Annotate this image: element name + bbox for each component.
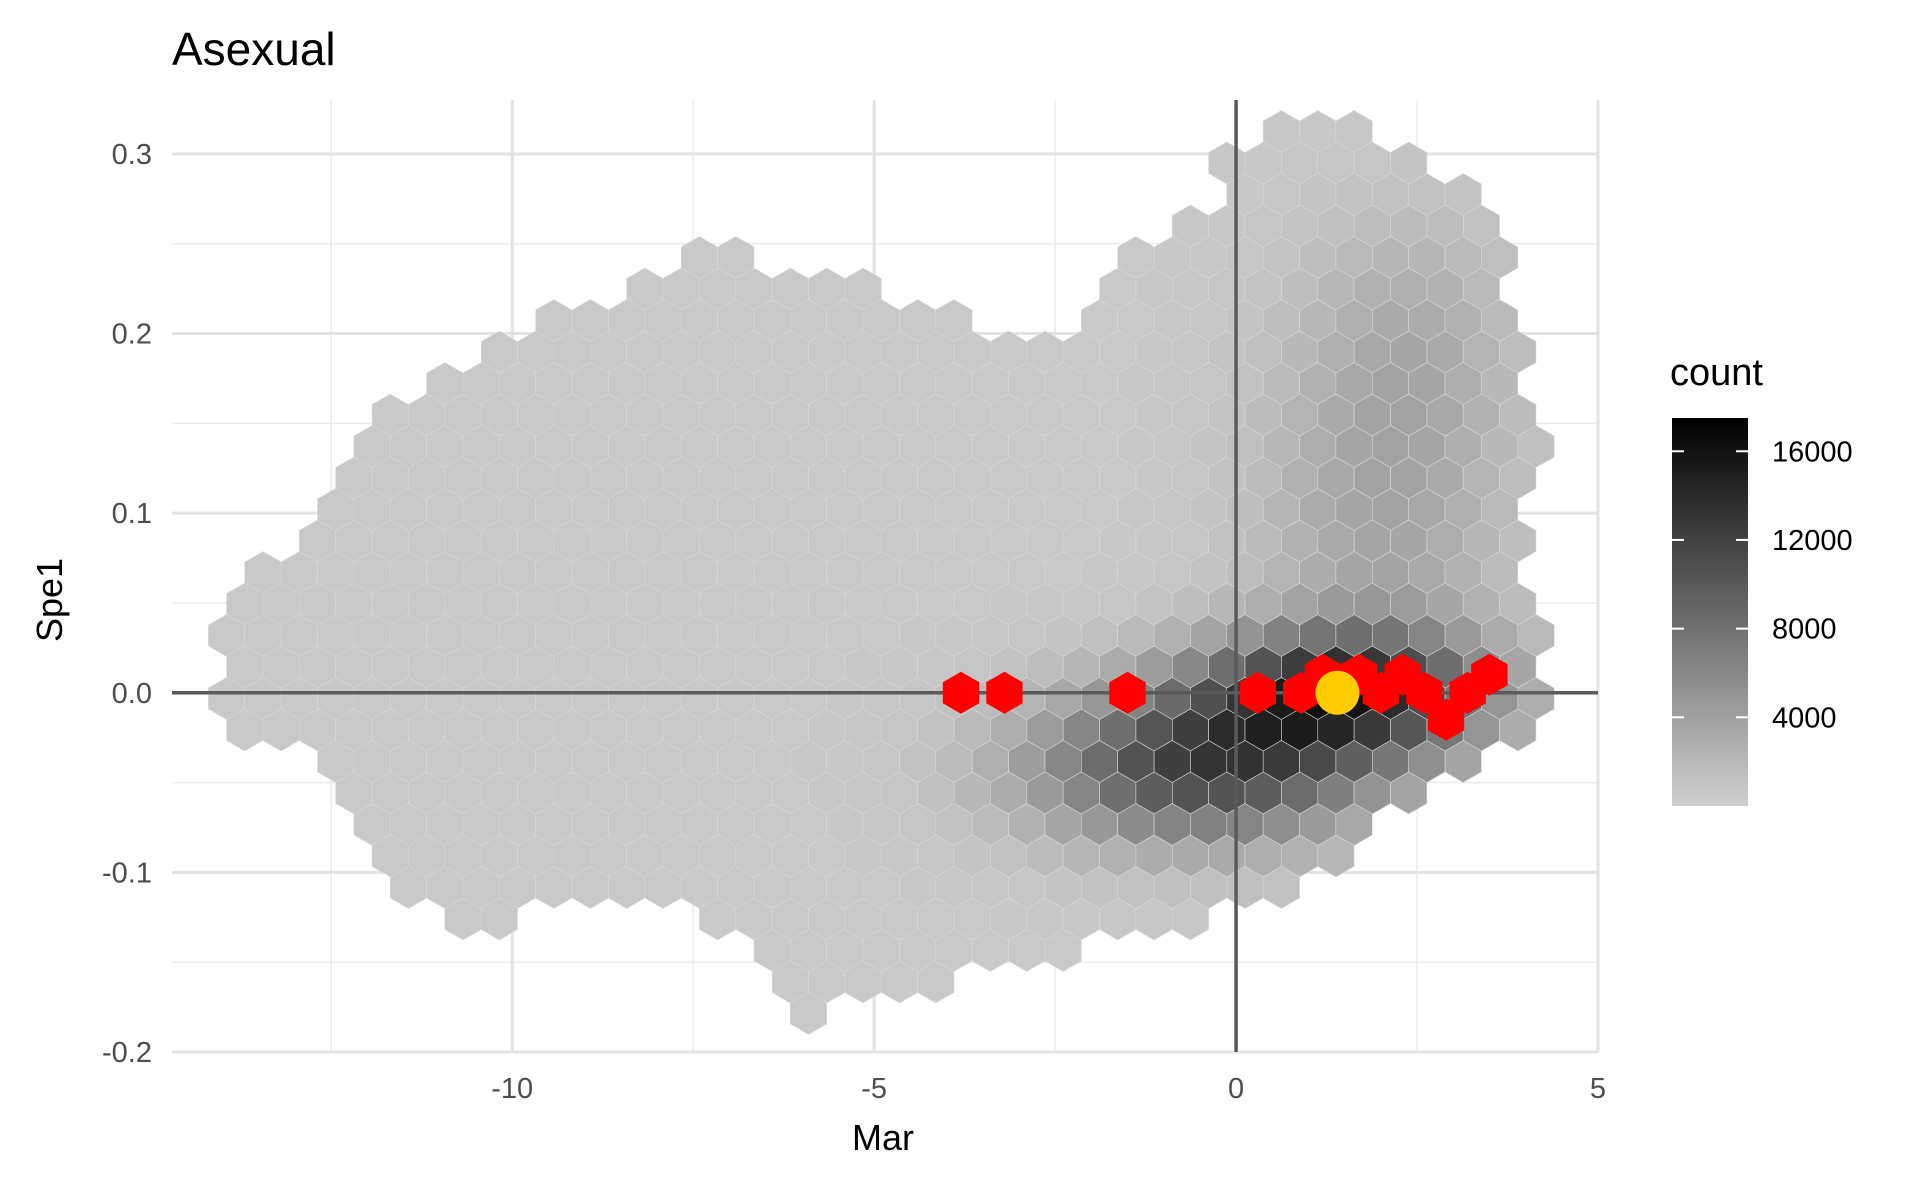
hex-bin [1044,929,1082,972]
y-axis-label: Spe1 [29,558,70,642]
legend-label: 8000 [1772,614,1837,646]
highlight-hex [1239,671,1276,714]
chart-title: Asexual [172,23,336,75]
centroid-marker [1315,670,1360,715]
highlight-hex [942,671,980,714]
y-tick-label: 0.3 [112,139,152,171]
legend-label: 16000 [1772,436,1853,468]
hex-bin [1317,834,1355,878]
x-tick-label: 5 [1590,1073,1606,1105]
hex-bin [917,960,955,1004]
legend-label: 12000 [1772,525,1853,557]
legend-title: count [1670,352,1763,394]
y-tick-label: 0.1 [112,498,152,530]
hex-bin [480,897,518,941]
x-tick-label: -10 [491,1073,533,1105]
legend-colorbar [1672,418,1748,806]
hex-bin [1172,897,1209,941]
highlight-hex [1471,653,1508,696]
x-tick-label: 0 [1228,1073,1244,1105]
x-axis-label: Mar [852,1117,914,1158]
y-tick-label: 0.0 [112,678,152,710]
centroid-point [1315,670,1360,715]
hex-bin [1262,866,1300,909]
highlight-hex [1406,671,1443,714]
y-tick-label: 0.2 [112,319,152,351]
highlight-hex [1427,698,1465,741]
hex-bin [789,992,828,1035]
highlight-hex [1109,671,1146,714]
x-axis-ticks: -10 -5 0 5 [491,1073,1606,1105]
hex-bin [1444,740,1482,783]
y-tick-label: -0.1 [102,857,152,889]
highlighted-hexes [942,653,1508,741]
hex-bin [1390,771,1428,815]
y-axis-ticks: -0.2 -0.1 0.0 0.1 0.2 0.3 [102,139,152,1069]
legend: count 16000 12000 8000 4000 [1670,352,1853,806]
highlight-hex [1362,671,1399,714]
y-tick-label: -0.2 [102,1037,152,1069]
legend-label: 4000 [1772,702,1837,734]
hex-bins [208,110,1555,1035]
highlight-hex [986,671,1023,714]
hex-bin [1499,708,1537,752]
x-tick-label: -5 [861,1073,887,1105]
